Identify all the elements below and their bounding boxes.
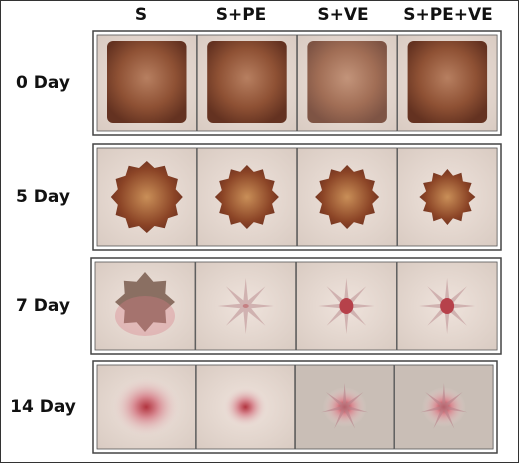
scar-lines bbox=[420, 383, 468, 429]
wound-photo bbox=[396, 261, 498, 351]
scar-core bbox=[339, 298, 354, 314]
row-label: 7 Day bbox=[16, 296, 70, 316]
scar-core bbox=[440, 298, 455, 314]
wound-photo bbox=[196, 147, 298, 247]
scab bbox=[315, 165, 380, 229]
row-label: 0 Day bbox=[16, 73, 70, 93]
wound-photo bbox=[394, 364, 494, 450]
wound-photo bbox=[397, 147, 498, 247]
scab bbox=[107, 41, 187, 123]
column-header: S+PE bbox=[216, 5, 267, 25]
row-frame bbox=[92, 30, 502, 136]
scar bbox=[112, 377, 181, 437]
wound-photo bbox=[296, 147, 398, 247]
wound-photo bbox=[94, 261, 196, 351]
wound-photo bbox=[195, 261, 297, 351]
column-header: S+PE+VE bbox=[403, 5, 493, 25]
wound-photo bbox=[294, 364, 395, 450]
scab bbox=[110, 161, 183, 233]
scar bbox=[217, 278, 274, 334]
row-label: 5 Day bbox=[16, 187, 70, 207]
wound-photo bbox=[96, 364, 196, 450]
row-label: 14 Day bbox=[10, 397, 76, 417]
row-frame bbox=[92, 360, 498, 454]
column-header: S+VE bbox=[317, 5, 368, 25]
wound-photo bbox=[96, 34, 197, 132]
scar-core bbox=[242, 304, 249, 308]
scar bbox=[223, 387, 268, 427]
redness bbox=[115, 296, 175, 336]
scab bbox=[115, 272, 175, 332]
wound-photo bbox=[295, 261, 397, 351]
scab bbox=[307, 41, 387, 123]
wound-photo bbox=[397, 34, 498, 132]
scab bbox=[407, 41, 488, 123]
scab bbox=[214, 165, 279, 229]
wound-photo bbox=[296, 34, 398, 132]
row-frame bbox=[90, 257, 502, 355]
column-header: S bbox=[135, 5, 147, 25]
wound-photo bbox=[96, 147, 197, 247]
wound-photo bbox=[196, 34, 298, 132]
wound-photo bbox=[195, 364, 296, 450]
scar-lines bbox=[321, 383, 368, 429]
scab bbox=[419, 169, 476, 225]
row-frame bbox=[92, 143, 502, 251]
scab bbox=[207, 41, 287, 123]
